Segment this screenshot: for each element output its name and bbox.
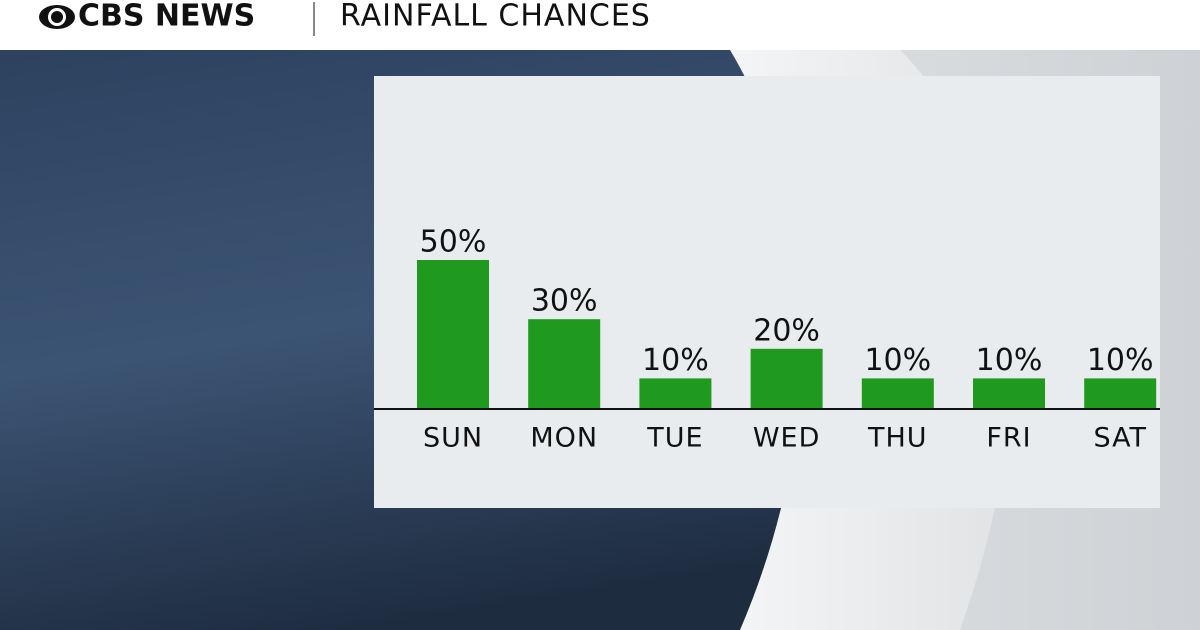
header-bar	[0, 0, 1200, 50]
category-label: TUE	[646, 423, 703, 454]
brand: CBS NEWS	[78, 0, 255, 34]
value-label: 10%	[642, 343, 709, 378]
category-label: WED	[753, 423, 821, 454]
value-label: 50%	[420, 225, 487, 260]
value-label: 30%	[531, 284, 598, 319]
category-label: THU	[867, 423, 928, 454]
bar	[750, 348, 823, 408]
value-label: 10%	[864, 343, 931, 378]
value-label: 10%	[1087, 343, 1154, 378]
value-label: 10%	[976, 343, 1043, 378]
bar	[417, 260, 489, 408]
chart-title: RAINFALL CHANCES	[340, 0, 651, 34]
bar	[528, 319, 601, 408]
chart-panel	[374, 76, 1160, 508]
category-label: SUN	[423, 423, 483, 454]
value-label: 20%	[753, 313, 820, 348]
bar	[861, 378, 934, 408]
category-label: MON	[530, 423, 598, 454]
category-label: SAT	[1093, 423, 1147, 454]
bar	[1084, 378, 1157, 408]
category-label: FRI	[986, 423, 1031, 454]
bar	[639, 378, 712, 408]
bar	[973, 378, 1045, 408]
cbs-eye-logo	[39, 5, 75, 29]
